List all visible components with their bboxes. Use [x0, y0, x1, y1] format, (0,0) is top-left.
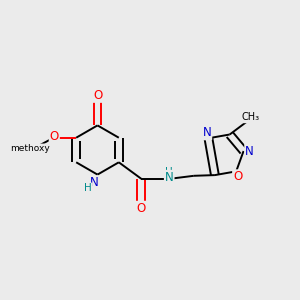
- Text: N: N: [245, 145, 254, 158]
- Text: O: O: [93, 89, 102, 102]
- Text: H: H: [165, 167, 173, 177]
- Text: N: N: [90, 176, 99, 190]
- Text: O: O: [233, 170, 242, 183]
- Text: N: N: [165, 171, 174, 184]
- Text: O: O: [50, 130, 59, 143]
- Text: H: H: [84, 183, 92, 194]
- Text: methoxy: methoxy: [10, 144, 50, 153]
- Text: CH₃: CH₃: [242, 112, 260, 122]
- Text: N: N: [202, 126, 211, 140]
- Text: O: O: [137, 202, 146, 215]
